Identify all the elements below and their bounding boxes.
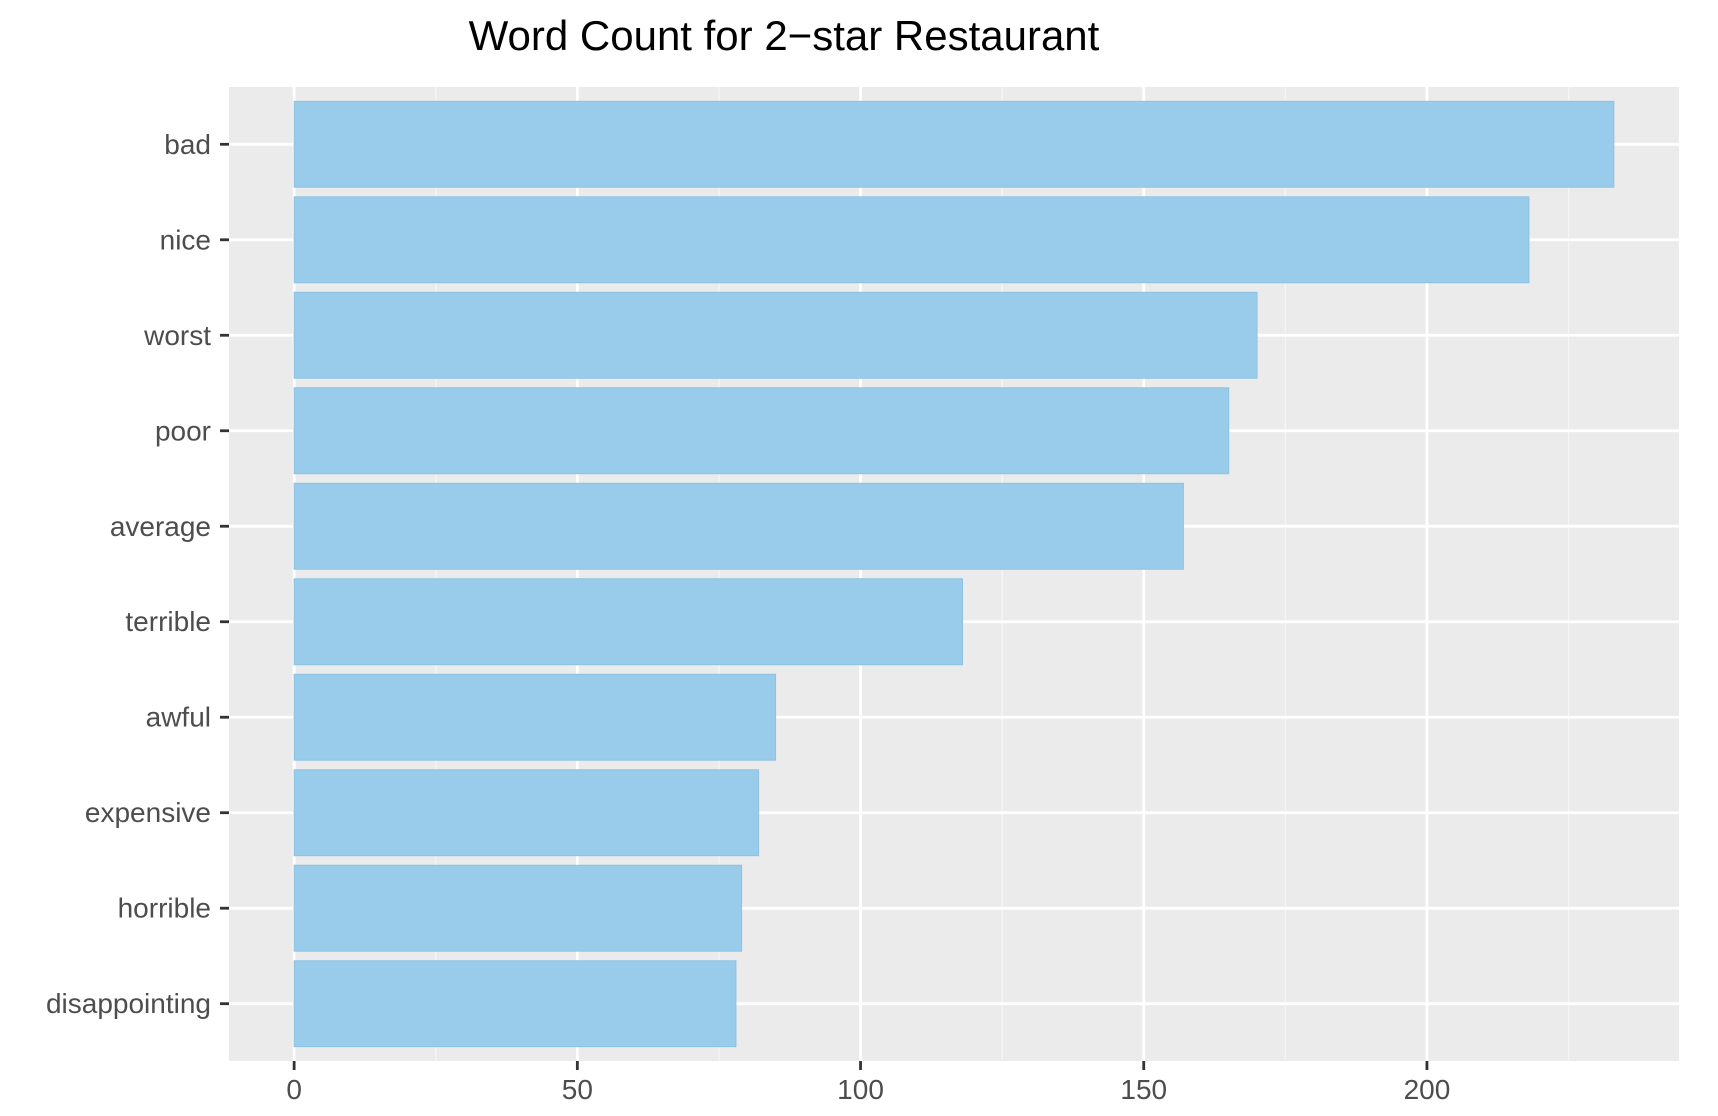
bar-awful [293, 673, 777, 761]
bar-terrible [293, 578, 963, 666]
bar-expensive [293, 769, 760, 857]
y-axis: bad nice worst poor average terrible awful expe… [46, 129, 229, 1019]
y-tick-label: worst [143, 320, 211, 351]
x-tick-label: 150 [1120, 1074, 1167, 1105]
x-tick-label: 50 [562, 1074, 593, 1105]
x-tick-label: 0 [286, 1074, 302, 1105]
bar-poor [293, 387, 1230, 475]
bar-disappointing [293, 960, 737, 1048]
y-tick-label: average [110, 511, 211, 542]
y-tick-label: poor [155, 415, 211, 446]
chart-title: Word Count for 2−star Restaurant [468, 12, 1100, 59]
y-tick-label: disappointing [46, 988, 211, 1019]
bar-bad [293, 100, 1615, 188]
y-tick-label: nice [160, 224, 211, 255]
bar-horrible [293, 864, 743, 952]
bar-average [293, 482, 1184, 570]
x-tick-label: 200 [1404, 1074, 1451, 1105]
y-tick-label: terrible [125, 606, 211, 637]
y-tick-label: awful [146, 702, 211, 733]
x-tick-label: 100 [837, 1074, 884, 1105]
bars [293, 100, 1615, 1048]
y-tick-label: bad [164, 129, 211, 160]
x-axis: 0 50 100 150 200 [286, 1061, 1450, 1105]
bar-nice [293, 196, 1530, 284]
y-tick-label: expensive [85, 797, 211, 828]
bar-worst [293, 291, 1258, 379]
y-tick-label: horrible [118, 893, 211, 924]
